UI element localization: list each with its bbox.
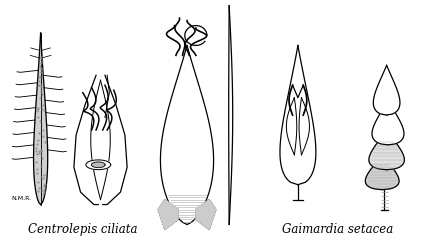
Polygon shape	[158, 200, 178, 230]
Polygon shape	[369, 130, 405, 170]
Text: Gaimardia setacea: Gaimardia setacea	[282, 223, 393, 236]
Polygon shape	[372, 100, 404, 145]
Polygon shape	[92, 162, 105, 168]
Polygon shape	[33, 33, 48, 204]
Polygon shape	[365, 155, 399, 190]
Polygon shape	[280, 46, 316, 185]
Polygon shape	[229, 6, 233, 224]
Polygon shape	[161, 46, 214, 224]
Text: Centrolepis ciliata: Centrolepis ciliata	[28, 223, 138, 236]
Polygon shape	[373, 65, 400, 115]
Polygon shape	[196, 200, 216, 230]
Polygon shape	[86, 160, 111, 170]
Text: N.M.R.: N.M.R.	[12, 196, 32, 201]
